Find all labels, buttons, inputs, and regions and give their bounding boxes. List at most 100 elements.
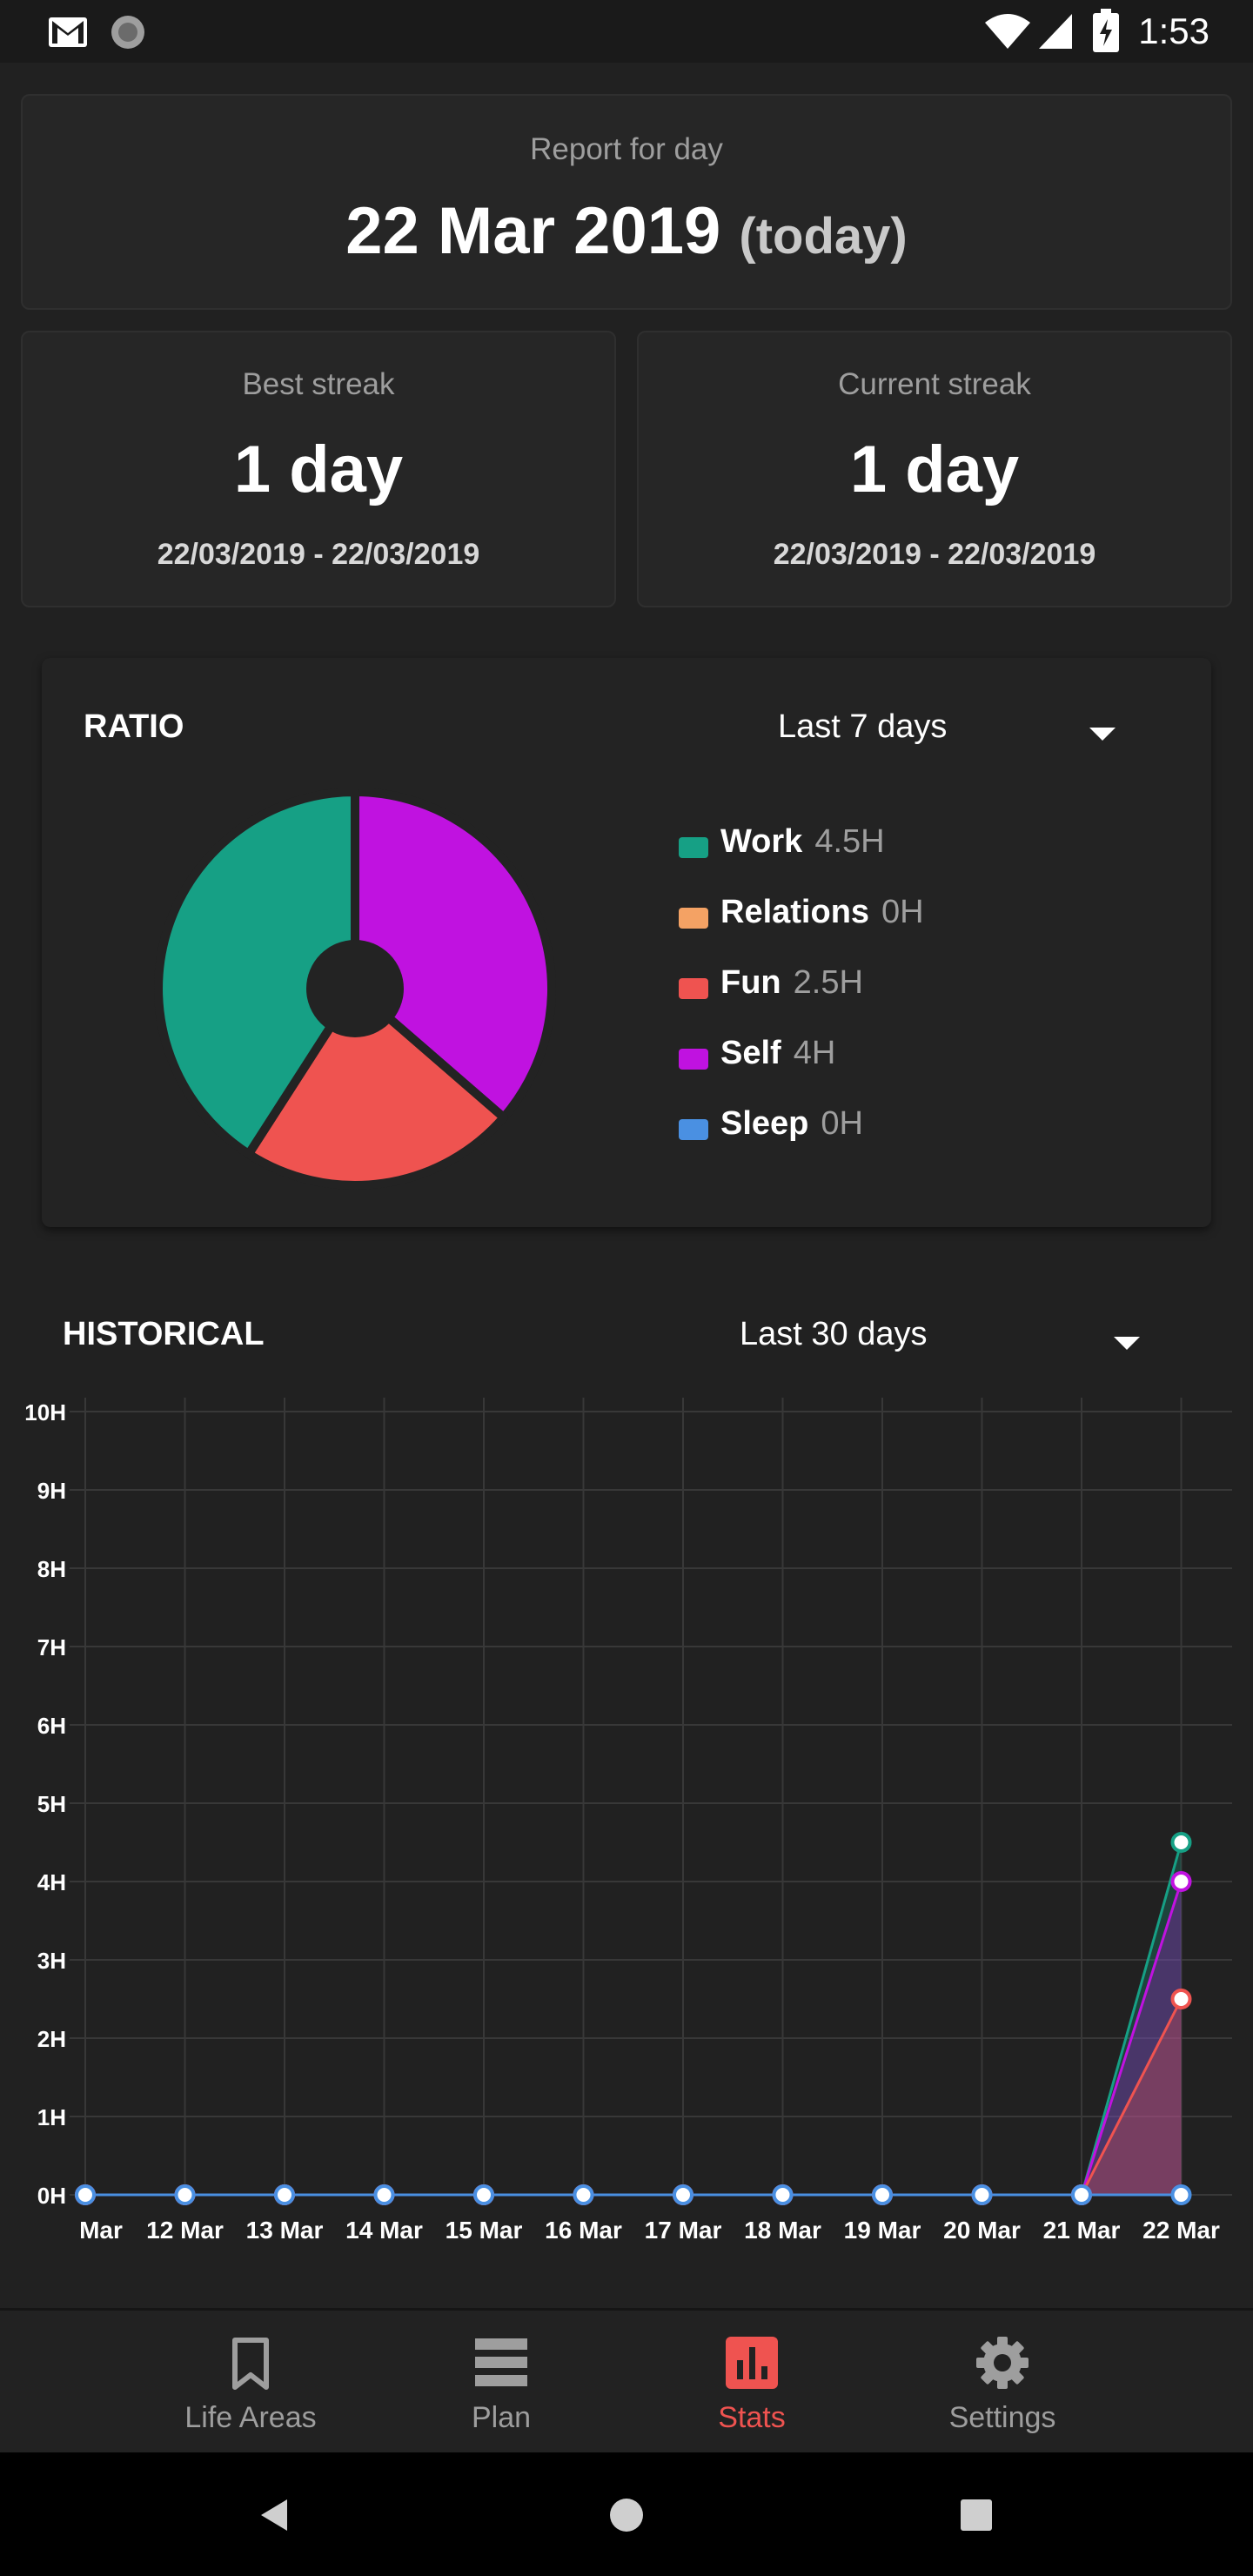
current-streak-label: Current streak bbox=[838, 367, 1031, 401]
chevron-down-icon bbox=[1114, 1337, 1140, 1350]
nav-label-stats: Stats bbox=[718, 2401, 786, 2434]
area-work bbox=[85, 1842, 1182, 2195]
pie-slice-work bbox=[154, 788, 359, 1159]
gmail-icon bbox=[49, 17, 87, 47]
point-work bbox=[1170, 1832, 1192, 1853]
area-fun bbox=[85, 1999, 1182, 2195]
bookmark-icon bbox=[232, 2338, 269, 2390]
status-bar: 1:53 bbox=[0, 0, 1253, 63]
x-tick-label: 19 Mar bbox=[844, 2217, 921, 2244]
system-nav-bar bbox=[0, 2452, 1253, 2576]
best-streak-range: 22/03/2019 - 22/03/2019 bbox=[157, 538, 480, 571]
x-tick-label: 16 Mar bbox=[545, 2217, 622, 2244]
legend-swatch bbox=[679, 1049, 708, 1070]
y-tick-label: 6H bbox=[37, 1713, 66, 1739]
report-today-suffix: (today) bbox=[739, 208, 908, 265]
point-sleep bbox=[772, 2184, 794, 2205]
legend-value: 0H bbox=[881, 894, 924, 930]
legend-item-work: Work 4.5H bbox=[679, 823, 1166, 875]
x-tick-label: 13 Mar bbox=[246, 2217, 324, 2244]
point-sleep bbox=[274, 2184, 295, 2205]
report-date-row: 22 Mar 2019 (today) bbox=[23, 193, 1230, 269]
ratio-period-dropdown[interactable]: Last 7 days bbox=[720, 693, 1173, 762]
best-streak-value: 1 day bbox=[233, 433, 404, 506]
x-tick-label: Mar bbox=[79, 2217, 123, 2244]
pie-center-hole bbox=[306, 940, 404, 1037]
nav-item-settings[interactable]: Settings bbox=[898, 2311, 1107, 2455]
legend-swatch bbox=[679, 837, 708, 858]
legend-value: 0H bbox=[821, 1105, 863, 1142]
x-tick-label: 17 Mar bbox=[645, 2217, 722, 2244]
y-tick-label: 4H bbox=[37, 1869, 66, 1895]
point-sleep bbox=[971, 2184, 993, 2205]
historical-title: HISTORICAL bbox=[63, 1316, 265, 1352]
ratio-period-value: Last 7 days bbox=[778, 708, 948, 745]
historical-period-value: Last 30 days bbox=[740, 1316, 928, 1352]
best-streak-card: Best streak 1 day 22/03/2019 - 22/03/201… bbox=[21, 331, 616, 607]
legend-name: Fun bbox=[720, 964, 781, 1001]
chevron-down-icon bbox=[1089, 728, 1116, 741]
current-streak-value: 1 day bbox=[849, 433, 1020, 506]
point-self bbox=[1170, 1871, 1192, 1892]
report-card: Report for day 22 Mar 2019 (today) bbox=[21, 94, 1232, 310]
clock: 1:53 bbox=[1138, 10, 1209, 51]
legend-name: Self bbox=[720, 1035, 781, 1071]
cellular-icon bbox=[1039, 14, 1072, 49]
y-tick-label: 0H bbox=[37, 2183, 66, 2209]
legend-item-self: Self 4H bbox=[679, 1035, 1166, 1087]
nav-label-settings: Settings bbox=[948, 2401, 1056, 2434]
home-icon[interactable] bbox=[609, 2498, 644, 2532]
legend-item-sleep: Sleep 0H bbox=[679, 1105, 1166, 1157]
ratio-pie-chart bbox=[154, 788, 556, 1190]
nav-item-plan[interactable]: Plan bbox=[397, 2311, 606, 2455]
nav-label-life-areas: Life Areas bbox=[184, 2401, 317, 2434]
recents-icon[interactable] bbox=[961, 2499, 992, 2531]
legend-item-fun: Fun 2.5H bbox=[679, 964, 1166, 1016]
legend-swatch bbox=[679, 978, 708, 999]
y-tick-label: 7H bbox=[37, 1634, 66, 1660]
historical-chart: 0H 1H 2H 3H 4H 5H 6H 7H 8H 9H 10H Mar 12 Mar 13 Mar 14… bbox=[24, 1398, 1232, 2244]
pie-slice-fun bbox=[244, 984, 508, 1190]
ratio-title: RATIO bbox=[84, 708, 184, 745]
line-fun bbox=[85, 1998, 1183, 2197]
nav-item-stats[interactable]: Stats bbox=[647, 2311, 856, 2455]
legend-name: Relations bbox=[720, 894, 870, 930]
back-icon[interactable] bbox=[258, 2498, 292, 2532]
legend-item-relations: Relations 0H bbox=[679, 894, 1166, 946]
point-fun bbox=[1170, 1989, 1192, 2009]
report-label: Report for day bbox=[530, 132, 723, 166]
current-streak-card: Current streak 1 day 22/03/2019 - 22/03/… bbox=[637, 331, 1232, 607]
legend-swatch bbox=[679, 1119, 708, 1140]
legend-name: Work bbox=[720, 823, 803, 860]
gear-icon bbox=[976, 2337, 1029, 2389]
point-sleep bbox=[673, 2184, 694, 2205]
pie-slice-self bbox=[351, 788, 556, 1122]
point-sleep bbox=[174, 2184, 196, 2205]
historical-period-dropdown[interactable]: Last 30 days bbox=[714, 1302, 1166, 1372]
bar-chart-icon bbox=[726, 2337, 778, 2389]
current-streak-range: 22/03/2019 - 22/03/2019 bbox=[773, 538, 1096, 571]
point-sleep bbox=[75, 2184, 96, 2205]
legend-swatch bbox=[679, 908, 708, 929]
report-date: 22 Mar 2019 bbox=[345, 194, 721, 268]
y-tick-label: 10H bbox=[24, 1399, 66, 1426]
wifi-icon bbox=[985, 14, 1030, 49]
legend-value: 2.5H bbox=[793, 964, 863, 1001]
y-tick-label: 3H bbox=[37, 1948, 66, 1974]
point-sleep bbox=[1071, 2184, 1092, 2205]
best-streak-label: Best streak bbox=[242, 367, 395, 401]
legend-value: 4.5H bbox=[814, 823, 885, 860]
x-tick-label: 22 Mar bbox=[1142, 2217, 1220, 2244]
battery-icon bbox=[1093, 9, 1119, 52]
bottom-nav: Life Areas Plan Stats Set bbox=[0, 2308, 1253, 2452]
x-tick-label: 20 Mar bbox=[943, 2217, 1021, 2244]
x-tick-label: 18 Mar bbox=[744, 2217, 821, 2244]
x-tick-label: 15 Mar bbox=[446, 2217, 523, 2244]
point-sleep bbox=[373, 2184, 395, 2205]
list-icon bbox=[475, 2338, 527, 2386]
sync-icon bbox=[111, 16, 144, 49]
ratio-card: RATIO Last 7 days Work 4.5H Relations 0H Fun… bbox=[42, 658, 1211, 1227]
x-tick-label: 14 Mar bbox=[345, 2217, 423, 2244]
y-tick-label: 9H bbox=[37, 1478, 66, 1504]
nav-item-life-areas[interactable]: Life Areas bbox=[146, 2311, 355, 2455]
